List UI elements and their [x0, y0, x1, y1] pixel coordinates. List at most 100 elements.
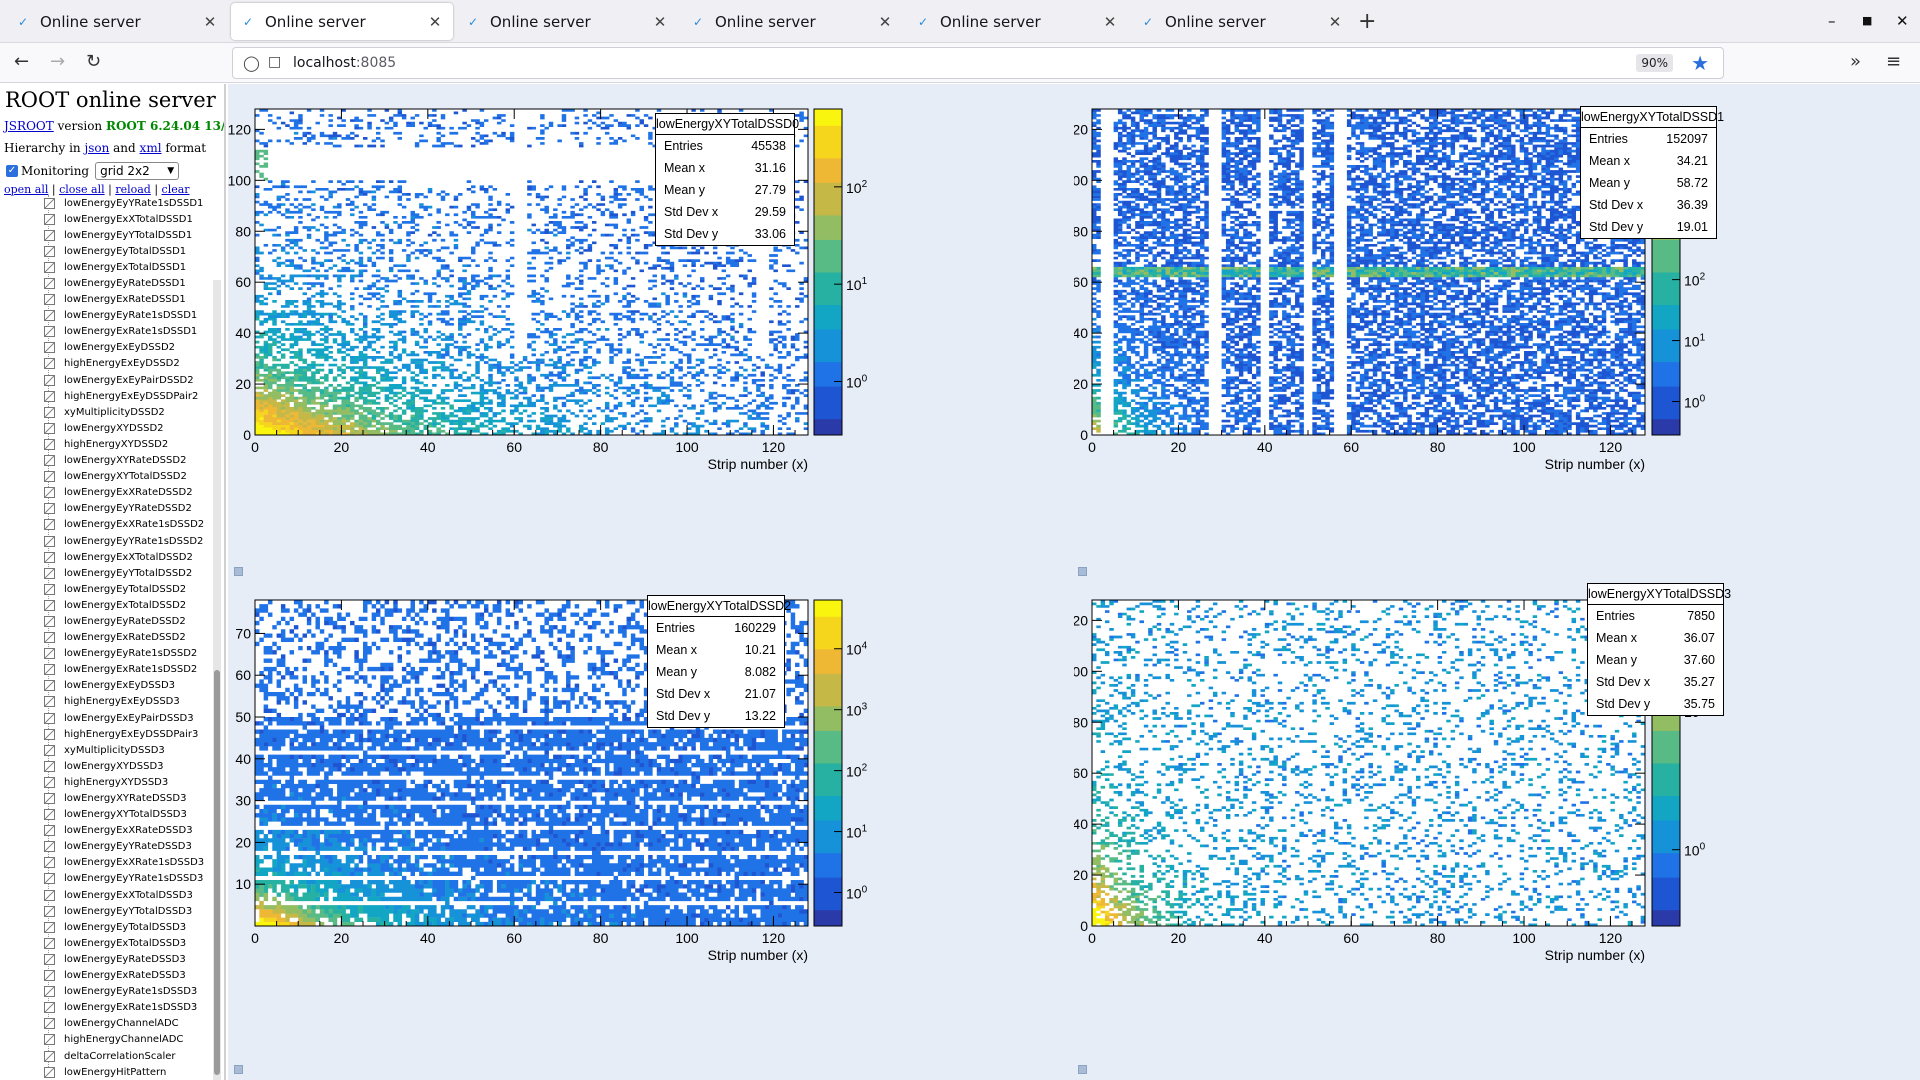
tree-item[interactable]: lowEnergyExEyDSSD2 [44, 340, 210, 356]
tree-item[interactable]: lowEnergyHitPattern [44, 1064, 210, 1080]
jsroot-link[interactable]: JSROOT [4, 119, 54, 133]
tree-item[interactable]: lowEnergyExXTotalDSSD1 [44, 211, 210, 227]
tree-item[interactable]: highEnergyXYDSSD3 [44, 774, 210, 790]
tree-item[interactable]: lowEnergyEyYRate1sDSSD1 [44, 195, 210, 211]
url-bar[interactable]: ◯ □ localhost:8085 90% ★ [232, 47, 1724, 79]
stats-box[interactable]: lowEnergyXYTotalDSSD0 Entries 45538 Mean x 3… [655, 113, 799, 246]
overflow-menu-icon[interactable]: » [1850, 51, 1862, 72]
forward-icon[interactable]: → [50, 51, 66, 72]
tree-item[interactable]: lowEnergyExXRateDSSD2 [44, 485, 210, 501]
close-tab-icon[interactable]: ✕ [203, 12, 217, 31]
tree-item[interactable]: lowEnergyEyYTotalDSSD1 [44, 227, 210, 243]
tree-item[interactable]: xyMultiplicityDSSD2 [44, 404, 210, 420]
pad-dssd0[interactable]: 0 20 40 60 80 100 120 0 20 40 60 80 100 120 Strip numb… [228, 84, 1074, 582]
tree-item[interactable]: lowEnergyExXTotalDSSD3 [44, 887, 210, 903]
tree-item[interactable]: lowEnergyExRateDSSD3 [44, 968, 210, 984]
tree-item[interactable]: highEnergyChannelADC [44, 1032, 210, 1048]
reload-link[interactable]: reload [115, 183, 151, 196]
pad-resize-grip[interactable] [1078, 567, 1087, 576]
tree-item[interactable]: lowEnergyEyRateDSSD2 [44, 613, 210, 629]
url-text[interactable]: localhost:8085 [293, 55, 396, 71]
tree-item[interactable]: lowEnergyEyTotalDSSD3 [44, 919, 210, 935]
shield-icon[interactable]: ◯ [243, 54, 260, 72]
tree-item[interactable]: lowEnergyEyRateDSSD1 [44, 275, 210, 291]
pad-dssd2[interactable]: 0 20 40 60 80 100 120 10 20 30 40 50 60 70 Strip numbe… [228, 582, 1074, 1080]
close-all-link[interactable]: close all [59, 183, 105, 196]
pad-resize-grip[interactable] [234, 1065, 243, 1074]
tree-item[interactable]: lowEnergyEyYTotalDSSD3 [44, 903, 210, 919]
tree-item[interactable]: lowEnergyExRateDSSD2 [44, 630, 210, 646]
tree-item[interactable]: lowEnergyXYDSSD2 [44, 420, 210, 436]
maximize-icon[interactable]: ■ [1862, 14, 1873, 27]
tree-item[interactable]: lowEnergyExTotalDSSD2 [44, 597, 210, 613]
tree-item[interactable]: lowEnergyEyRate1sDSSD3 [44, 984, 210, 1000]
tree-item[interactable]: lowEnergyEyRateDSSD3 [44, 951, 210, 967]
tree-item[interactable]: lowEnergyExXRate1sDSSD3 [44, 855, 210, 871]
close-window-icon[interactable]: ✕ [1896, 12, 1909, 30]
pad-resize-grip[interactable] [1078, 1065, 1087, 1074]
tree-item[interactable]: lowEnergyEyRate1sDSSD1 [44, 308, 210, 324]
reload-icon[interactable]: ↻ [86, 51, 102, 72]
tree-item[interactable]: lowEnergyEyTotalDSSD1 [44, 243, 210, 259]
layout-select[interactable]: grid 2x2 ▼ [95, 162, 180, 180]
tree-item[interactable]: lowEnergyExEyDSSD3 [44, 678, 210, 694]
tree-item[interactable]: lowEnergyEyRate1sDSSD2 [44, 646, 210, 662]
close-tab-icon[interactable]: ✕ [1103, 12, 1117, 31]
tree-item[interactable]: lowEnergyXYDSSD3 [44, 758, 210, 774]
monitoring-checkbox[interactable]: ✓ [6, 165, 18, 177]
tree-item[interactable]: lowEnergyExEyPairDSSD2 [44, 372, 210, 388]
tab-online-server-2[interactable]: ✓ Online server ✕ [231, 3, 453, 40]
tree-item[interactable]: highEnergyExEyDSSD3 [44, 694, 210, 710]
json-link[interactable]: json [84, 141, 110, 155]
minimize-icon[interactable]: – [1828, 12, 1836, 30]
tree-item[interactable]: lowEnergyExXRateDSSD3 [44, 823, 210, 839]
tree-item[interactable]: highEnergyExEyDSSD2 [44, 356, 210, 372]
pad-resize-grip[interactable] [234, 567, 243, 576]
tab-online-server-5[interactable]: ✓ Online server ✕ [906, 3, 1128, 40]
tree-item[interactable]: lowEnergyExTotalDSSD1 [44, 259, 210, 275]
tree-item[interactable]: lowEnergyExRate1sDSSD2 [44, 662, 210, 678]
close-tab-icon[interactable]: ✕ [878, 12, 892, 31]
tree-item[interactable]: lowEnergyExRateDSSD1 [44, 292, 210, 308]
stats-box[interactable]: lowEnergyXYTotalDSSD1 Entries 152097 Mean x… [1580, 106, 1724, 239]
tab-online-server-6[interactable]: ✓ Online server ✕ [1131, 3, 1353, 40]
tree-item[interactable]: highEnergyExEyDSSDPair2 [44, 388, 210, 404]
tree-item[interactable]: lowEnergyEyYTotalDSSD2 [44, 565, 210, 581]
xml-link[interactable]: xml [139, 141, 162, 155]
tree-item[interactable]: lowEnergyExEyPairDSSD3 [44, 710, 210, 726]
tree-item[interactable]: lowEnergyXYTotalDSSD2 [44, 469, 210, 485]
tree-item[interactable]: highEnergyExEyDSSDPair3 [44, 726, 210, 742]
close-tab-icon[interactable]: ✕ [1328, 12, 1342, 31]
close-tab-icon[interactable]: ✕ [428, 12, 442, 31]
hamburger-menu-icon[interactable]: ≡ [1886, 51, 1902, 72]
tree-item[interactable]: lowEnergyExRate1sDSSD1 [44, 324, 210, 340]
tree-item[interactable]: lowEnergyExRate1sDSSD3 [44, 1000, 210, 1016]
back-icon[interactable]: ← [14, 51, 30, 72]
tree-item[interactable]: lowEnergyEyYRateDSSD3 [44, 839, 210, 855]
tree-item[interactable]: highEnergyXYDSSD2 [44, 436, 210, 452]
tree-item[interactable]: deltaCorrelationScaler [44, 1048, 210, 1064]
tree-item[interactable]: lowEnergyEyYRate1sDSSD2 [44, 533, 210, 549]
tree-item[interactable]: lowEnergyExTotalDSSD3 [44, 935, 210, 951]
tree-item[interactable]: lowEnergyEyYRate1sDSSD3 [44, 871, 210, 887]
tree-item[interactable]: lowEnergyXYRateDSSD3 [44, 790, 210, 806]
page-info-icon[interactable]: □ [268, 54, 282, 70]
tree-item[interactable]: xyMultiplicityDSSD3 [44, 742, 210, 758]
zoom-level-badge[interactable]: 90% [1636, 54, 1673, 72]
tree-scrollbar-thumb[interactable] [214, 670, 220, 1075]
close-tab-icon[interactable]: ✕ [653, 12, 667, 31]
tree-item[interactable]: lowEnergyXYRateDSSD2 [44, 453, 210, 469]
stats-box[interactable]: lowEnergyXYTotalDSSD2 Entries 160229 Mean x… [647, 595, 791, 728]
tree-item[interactable]: lowEnergyChannelADC [44, 1016, 210, 1032]
tree-item[interactable]: lowEnergyExXTotalDSSD2 [44, 549, 210, 565]
clear-link[interactable]: clear [161, 183, 190, 196]
new-tab-button[interactable]: + [1358, 9, 1377, 34]
tab-online-server-4[interactable]: ✓ Online server ✕ [681, 3, 903, 40]
tree-item[interactable]: lowEnergyEyYRateDSSD2 [44, 501, 210, 517]
tab-online-server-3[interactable]: ✓ Online server ✕ [456, 3, 678, 40]
bookmark-star-icon[interactable]: ★ [1691, 51, 1709, 75]
tree-item[interactable]: lowEnergyXYTotalDSSD3 [44, 807, 210, 823]
stats-box[interactable]: lowEnergyXYTotalDSSD3 Entries 7850 Mean x 36… [1587, 583, 1731, 716]
